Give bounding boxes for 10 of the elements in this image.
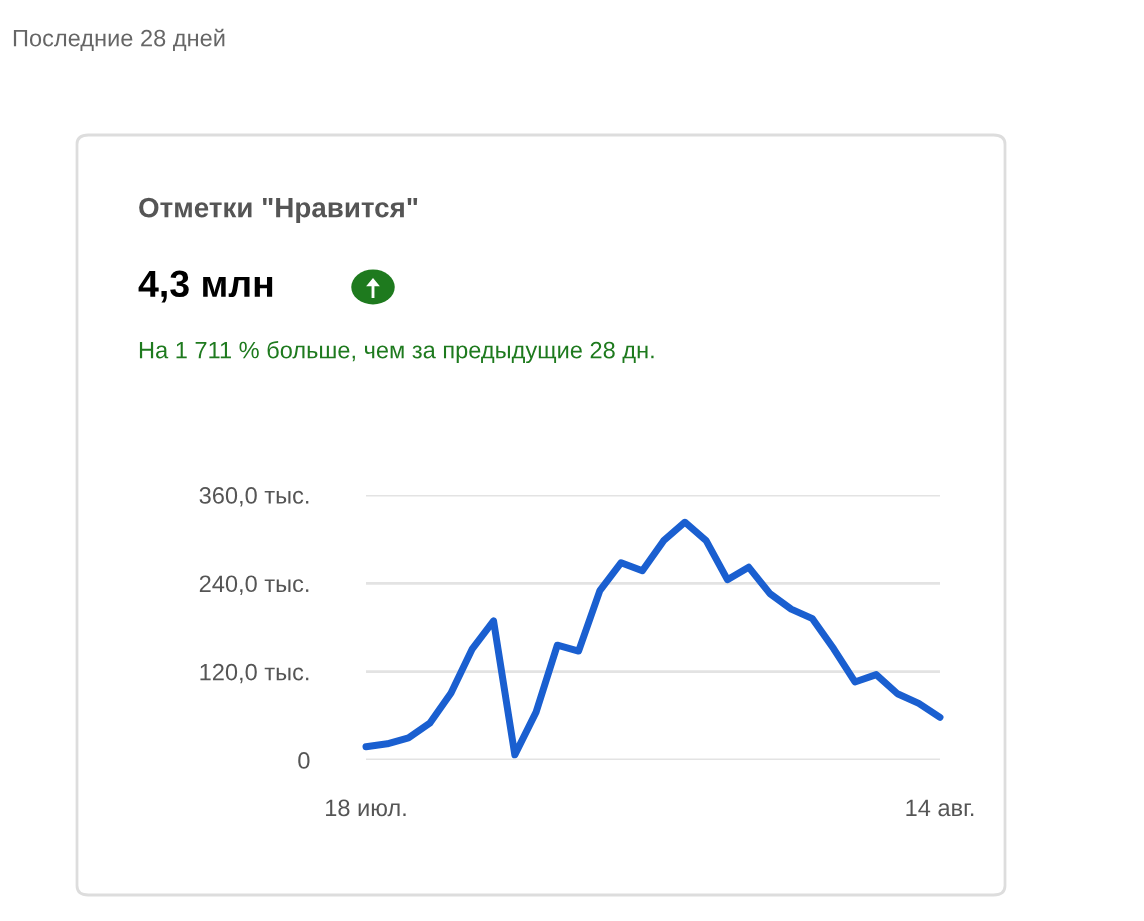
x-tick-label: 18 июл. xyxy=(326,799,406,817)
y-tick-label: 360,0 тыс. xyxy=(199,487,309,507)
y-tick-label: 0 xyxy=(298,752,310,769)
chart-subtitle: 4,3 млн xyxy=(138,270,273,303)
y-tick-label: 240,0 тыс. xyxy=(199,575,309,595)
text: На 1 711 % больше, чем за предыдущие 28 дн. xyxy=(139,340,654,364)
text: Последние 28 дней xyxy=(13,28,225,51)
chart-title: Отметки "Нравится" xyxy=(139,197,418,223)
x-tick-label: 14 авг. xyxy=(906,799,974,817)
y-tick-label: 120,0 тыс. xyxy=(200,663,309,684)
